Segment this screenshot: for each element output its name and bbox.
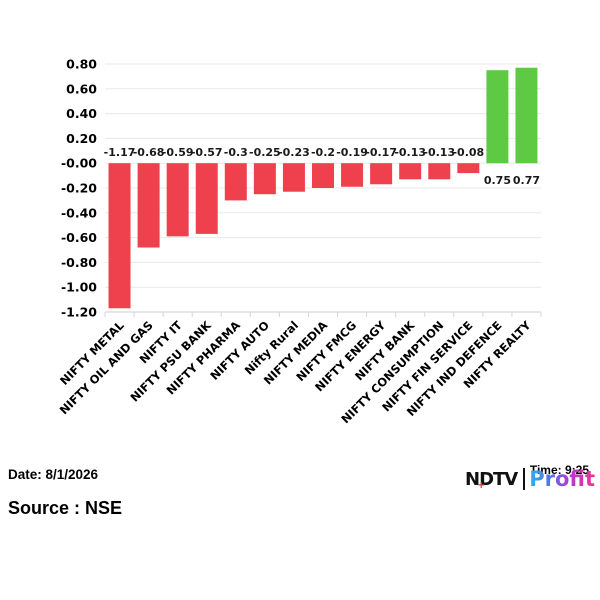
bar[interactable] [166,163,189,237]
bar-value-label: -0.23 [278,146,310,159]
bar-value-label: -0.19 [336,146,368,159]
y-axis-tick-label: 0.20 [66,131,97,146]
bar[interactable] [399,163,422,180]
bar-value-label: -0.57 [191,146,223,159]
y-axis-tick-label: -1.20 [61,305,97,320]
bar[interactable] [224,163,247,201]
bar-value-label: -1.17 [104,146,136,159]
bar[interactable] [312,163,334,188]
bar[interactable] [282,163,305,192]
bar[interactable] [457,163,480,174]
bar[interactable] [486,70,509,164]
y-axis-tick-label: -0.20 [61,181,97,196]
bar-value-label: 0.75 [484,174,511,187]
y-axis-tick-label: -1.00 [61,280,97,295]
bar[interactable] [515,67,538,164]
bar-value-label: -0.13 [394,146,426,159]
bar-value-label: -0.68 [133,146,165,159]
bar[interactable] [341,163,364,187]
bar[interactable] [108,163,131,309]
profit-logo-text: Profit [529,466,595,491]
bar[interactable] [195,163,218,234]
y-axis-tick-label: -0.40 [61,205,97,220]
ndtv-logo-text: NDTV + [465,468,518,491]
logo-separator [523,468,526,490]
date-text: Date: 8/1/2026 [8,467,99,482]
bar-value-label: -0.13 [423,146,455,159]
y-axis-tick-label: 0.40 [66,106,97,121]
bar-value-label: -0.3 [224,146,248,159]
logo-row: NDTV + Profit [465,468,595,490]
bar-value-label: -0.08 [452,146,484,159]
bar[interactable] [253,163,276,195]
bar[interactable] [428,163,451,180]
bar-value-label: -0.2 [311,146,335,159]
bar-chart: 0.80 0.60 0.40 0.20 -0.00 -0.20 -0.40 -0.60 -0.8… [57,57,542,426]
bar-value-label: -0.59 [162,146,194,159]
ndtv-plus-icon: + [477,479,485,491]
time-text: Time: 9:25 [530,463,589,477]
y-axis-tick-label: -0.60 [61,230,97,245]
bar-value-label: -0.17 [365,146,397,159]
source-text: Source : NSE [8,498,123,518]
ndtv-profit-logo: Time: 9:25 NDTV + Profit [465,462,595,500]
bar-value-label: 0.77 [513,174,540,187]
y-axis-tick-label: 0.80 [66,57,97,72]
y-axis-tick-label: -0.80 [61,255,97,270]
bar-value-label: -0.25 [249,146,281,159]
y-axis-tick-label: -0.00 [61,156,97,171]
y-axis-tick-label: 0.60 [66,81,97,96]
bar[interactable] [137,163,160,248]
bar[interactable] [370,163,393,185]
